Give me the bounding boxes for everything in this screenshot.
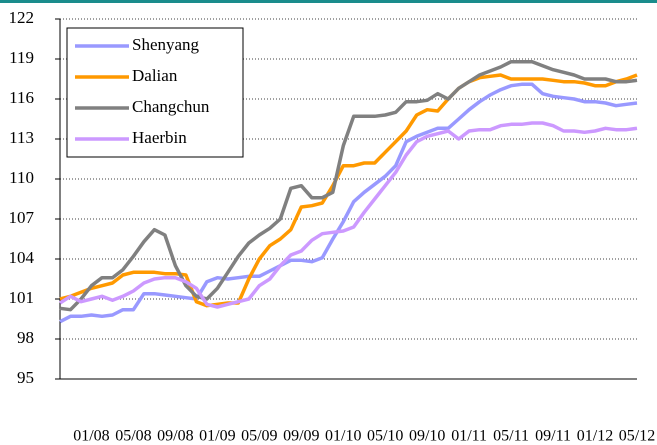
x-tick-label: 09/10: [409, 428, 445, 445]
x-tick-label: 01/11: [451, 428, 487, 445]
x-tick-label: 05/08: [115, 428, 151, 445]
x-tick-label: 01/12: [577, 428, 613, 445]
y-tick-label: 113: [9, 128, 34, 147]
top-bar: [0, 0, 657, 3]
x-tick-label: 05/10: [367, 428, 403, 445]
x-tick-label: 01/10: [325, 428, 361, 445]
x-tick-label: 05/11: [493, 428, 529, 445]
y-tick-label: 110: [9, 168, 34, 187]
series-line: [59, 73, 638, 308]
legend-label: Dalian: [132, 66, 178, 85]
series-line: [59, 59, 638, 312]
y-tick-label: 122: [9, 8, 35, 27]
x-tick-label: 05/09: [241, 428, 277, 445]
series-line: [59, 121, 638, 309]
y-tick-label: 98: [17, 328, 34, 347]
y-tick-label: 101: [9, 288, 35, 307]
y-tick-label: 107: [9, 208, 35, 227]
x-tick-label: 09/08: [157, 428, 193, 445]
legend-box: [66, 27, 244, 158]
x-tick-label: 01/09: [199, 428, 235, 445]
y-tick-label: 119: [9, 48, 34, 67]
y-tick-label: 104: [9, 248, 35, 267]
y-tick-label: 116: [9, 88, 34, 107]
legend-label: Shenyang: [132, 35, 200, 54]
x-tick-label: 09/11: [535, 428, 571, 445]
series-line: [59, 82, 638, 324]
x-tick-label: 05/12: [619, 428, 655, 445]
x-tick-label: 01/08: [73, 428, 109, 445]
legend-label: Haerbin: [132, 128, 187, 147]
legend-label: Changchun: [132, 97, 210, 116]
y-tick-label: 95: [17, 368, 34, 387]
x-tick-label: 09/09: [283, 428, 319, 445]
